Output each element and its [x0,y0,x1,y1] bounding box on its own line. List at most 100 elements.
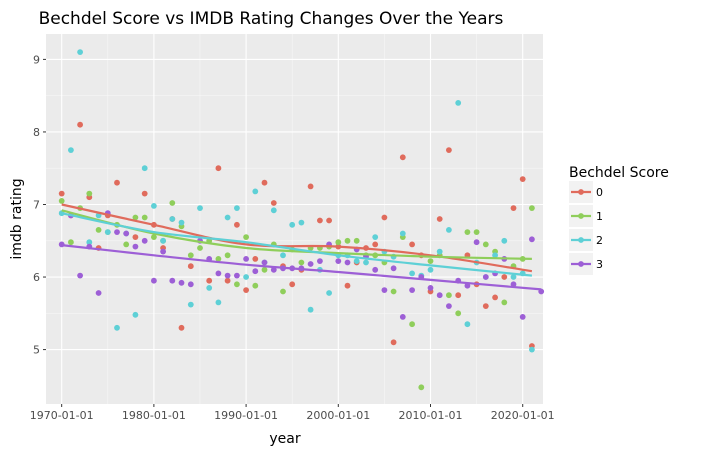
x-tick-label: 2010-01-01 [399,409,463,422]
point-score-1 [187,252,194,259]
point-score-1 [473,229,480,236]
x-tick-label: 1980-01-01 [122,409,186,422]
point-score-1 [390,288,397,295]
point-score-1 [280,288,286,295]
point-score-3 [169,277,176,284]
trend-lines [61,203,542,291]
legend-key-point [578,213,584,219]
point-score-0 [455,292,462,299]
point-score-2 [510,274,517,280]
legend-key-point [578,237,584,243]
point-score-1 [464,229,471,236]
point-score-1 [141,214,148,221]
point-score-0 [234,221,240,228]
legend-item-3: 3 [569,253,603,275]
point-score-2 [224,214,231,221]
point-score-0 [519,176,526,183]
legend: Bechdel Score 0 1 2 3 [569,165,669,275]
point-score-0 [492,294,498,301]
point-score-3 [261,259,268,266]
point-score-1 [224,252,231,259]
point-score-2 [464,321,471,328]
point-score-3 [344,259,351,266]
point-score-3 [95,290,102,296]
point-score-3 [473,239,480,246]
point-score-3 [510,281,517,288]
point-score-2 [169,216,176,222]
point-score-2 [132,311,139,318]
minor-gridlines [46,34,543,404]
point-score-2 [77,49,83,55]
x-axis-title: year [269,431,300,447]
point-score-3 [178,279,185,286]
point-score-2 [86,239,93,246]
point-score-1 [418,384,425,391]
point-score-2 [372,234,379,241]
point-score-3 [160,248,167,255]
point-score-1 [409,321,415,328]
point-score-1 [446,292,452,299]
point-score-2 [141,165,148,172]
point-score-2 [307,306,314,313]
point-score-2 [104,229,111,236]
point-score-0 [261,179,268,186]
point-score-3 [132,243,139,250]
y-axis-title: imdb rating [9,178,25,259]
point-score-1 [95,227,102,233]
point-score-1 [169,200,176,206]
point-score-3 [381,287,388,293]
point-score-2 [427,266,434,273]
point-score-2 [501,237,508,244]
point-score-0 [409,241,415,248]
point-score-2 [178,219,185,226]
x-tick-label: 2020-01-01 [491,409,555,422]
point-score-1 [132,214,139,221]
point-score-2 [529,346,535,353]
point-score-3 [141,237,148,244]
point-score-1 [353,237,360,244]
x-axis-ticks: 1970-01-01 1980-01-01 1990-01-01 2000-01-01… [30,404,555,422]
point-score-2 [252,188,259,195]
legend-label: 3 [596,258,603,271]
point-score-0 [510,205,517,212]
y-tick-label: 9 [33,53,40,66]
point-score-3 [436,292,443,299]
x-tick-label: 2000-01-01 [306,409,370,422]
point-score-0 [178,324,185,331]
point-score-0 [436,216,443,222]
point-score-0 [141,190,148,197]
point-score-2 [234,205,240,212]
point-score-3 [234,272,240,279]
point-score-1 [123,241,130,248]
x-tick-label: 1970-01-01 [30,409,94,422]
point-score-1 [455,310,462,317]
point-score-2 [215,299,222,306]
point-score-0 [399,154,406,161]
point-score-3 [409,287,415,293]
point-score-1 [58,198,65,204]
point-score-1 [261,266,268,273]
point-score-1 [151,234,157,241]
point-score-1 [501,299,508,306]
point-score-3 [390,265,397,272]
legend-item-2: 2 [569,229,603,251]
point-score-2 [280,252,286,259]
point-score-0 [289,281,296,288]
point-score-0 [215,165,222,172]
point-score-1 [335,239,342,246]
point-score-2 [243,274,250,280]
point-score-3 [399,314,406,320]
point-score-2 [160,237,167,244]
point-score-2 [114,324,120,331]
point-score-1 [243,234,250,241]
point-score-0 [114,179,120,186]
point-score-0 [270,200,277,206]
point-score-0 [224,277,231,284]
legend-key-point [578,189,584,195]
point-score-0 [132,234,139,241]
point-score-1 [344,237,351,244]
point-score-3 [187,281,194,288]
point-score-3 [446,303,452,309]
point-score-0 [252,256,259,262]
y-axis-ticks: 5 6 7 8 9 [33,53,46,357]
